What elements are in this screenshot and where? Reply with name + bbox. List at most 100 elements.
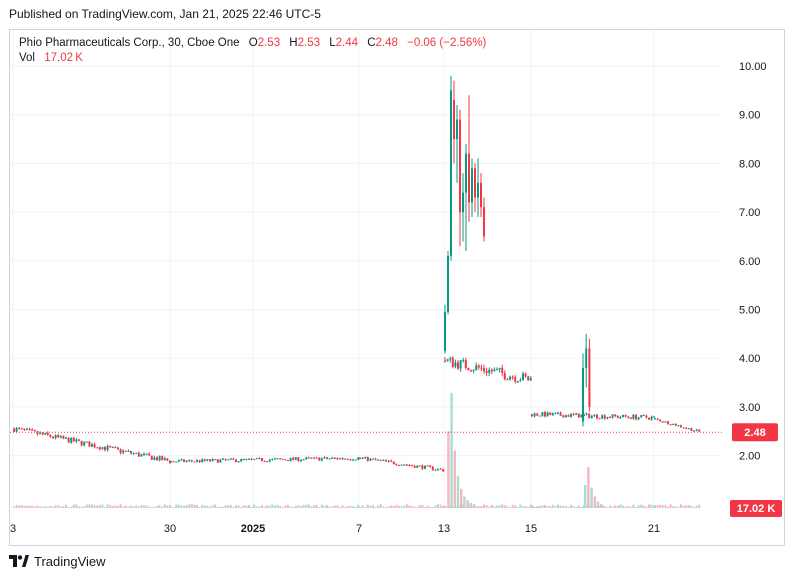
volume-bar bbox=[313, 505, 315, 508]
legend-close-value: 2.48 bbox=[375, 37, 398, 49]
volume-bar bbox=[442, 505, 445, 508]
candle-body bbox=[122, 450, 125, 453]
candle-body bbox=[80, 440, 83, 446]
volume-bar bbox=[519, 504, 522, 508]
candle-body bbox=[496, 369, 498, 371]
volume-spike-bar bbox=[587, 467, 590, 508]
candle-body bbox=[511, 376, 514, 378]
volume-bar bbox=[385, 507, 387, 508]
volume-bar bbox=[640, 504, 643, 508]
volume-bar bbox=[503, 505, 506, 508]
candle-body bbox=[462, 192, 464, 213]
volume-bar bbox=[611, 506, 614, 508]
candle-body bbox=[609, 417, 611, 419]
volume-bar bbox=[538, 505, 541, 508]
volume-bar bbox=[307, 504, 310, 508]
candle-body bbox=[315, 457, 318, 459]
candle-body bbox=[106, 446, 109, 450]
candle-body bbox=[18, 428, 21, 430]
candle-body bbox=[331, 457, 334, 459]
volume-bar bbox=[426, 505, 429, 508]
volume-bar bbox=[88, 504, 91, 508]
x-axis-tick-label: 3 bbox=[10, 523, 16, 535]
volume-bar bbox=[377, 505, 380, 508]
volume-bar bbox=[196, 504, 198, 508]
volume-bar bbox=[667, 506, 669, 508]
volume-bar bbox=[271, 504, 274, 508]
volume-bar bbox=[395, 504, 398, 508]
volume-bar bbox=[175, 504, 178, 508]
candle-body bbox=[175, 461, 178, 463]
candle-body bbox=[54, 435, 57, 438]
candle-body bbox=[145, 453, 148, 455]
volume-bar bbox=[564, 505, 567, 508]
tradingview-logo-icon bbox=[9, 555, 29, 567]
legend-low-value: 2.44 bbox=[335, 37, 358, 49]
candle-body bbox=[266, 461, 269, 463]
x-axis-tick-label: 2025 bbox=[241, 523, 265, 535]
volume-bar bbox=[664, 504, 667, 508]
candle-body bbox=[70, 437, 73, 443]
volume-bar bbox=[369, 505, 372, 508]
candle-body bbox=[509, 376, 511, 380]
candle-body bbox=[457, 362, 459, 369]
candle-body bbox=[23, 428, 26, 430]
volume-bar bbox=[529, 504, 532, 508]
volume-bar bbox=[637, 505, 640, 508]
footer-brand[interactable]: TradingView bbox=[9, 552, 106, 570]
volume-bar bbox=[23, 505, 26, 508]
candlestick-chart[interactable]: 10.00 9.00 8.00 7.00 6.00 5.00 4.00 3.00 2.00 3 30… bbox=[10, 30, 785, 546]
candle-body bbox=[183, 459, 185, 462]
volume-bar bbox=[253, 504, 256, 508]
candle-body bbox=[271, 458, 274, 460]
volume-bar bbox=[284, 505, 287, 508]
volume-bar bbox=[390, 505, 393, 508]
volume-bar bbox=[117, 505, 119, 508]
candle-body bbox=[91, 444, 93, 447]
candle-body bbox=[583, 414, 585, 416]
candle-body bbox=[514, 376, 517, 382]
volume-bar bbox=[216, 507, 219, 508]
candle-body bbox=[59, 435, 62, 438]
chart-pane[interactable]: 10.00 9.00 8.00 7.00 6.00 5.00 4.00 3.00 2.00 3 30… bbox=[9, 29, 785, 546]
candle-body bbox=[62, 435, 65, 439]
volume-bar bbox=[130, 505, 132, 508]
candle-body bbox=[323, 457, 326, 459]
candle-body bbox=[585, 413, 588, 415]
candle-body bbox=[211, 459, 214, 462]
volume-bar bbox=[669, 504, 672, 508]
candle-body bbox=[677, 425, 680, 427]
volume-bar bbox=[516, 507, 519, 508]
candle-body bbox=[531, 414, 533, 417]
candle-body bbox=[421, 465, 424, 469]
volume-bar bbox=[650, 504, 653, 508]
volume-spike-bar bbox=[537, 507, 540, 508]
volume-bar bbox=[326, 504, 328, 508]
volume-spike-bar bbox=[450, 393, 453, 508]
legend-open-label: O bbox=[248, 37, 258, 49]
candle-body bbox=[549, 412, 552, 415]
candle-body bbox=[117, 447, 119, 450]
volume-spike-bar bbox=[453, 450, 456, 508]
x-axis-tick-label: 13 bbox=[438, 523, 450, 535]
volume-bar bbox=[75, 504, 78, 508]
candle-body bbox=[451, 357, 454, 367]
volume-bar bbox=[237, 505, 240, 508]
volume-bar bbox=[54, 505, 57, 508]
candle-body bbox=[622, 414, 624, 418]
candle-body bbox=[541, 412, 544, 416]
legend-close-label: C bbox=[367, 37, 376, 49]
volume-bar bbox=[232, 506, 235, 508]
volume-bar bbox=[209, 506, 211, 508]
candle-body bbox=[242, 458, 245, 460]
candle-body bbox=[143, 453, 145, 455]
candle-body bbox=[104, 447, 106, 450]
y-axis-tick-label: 5.00 bbox=[739, 305, 760, 317]
candle-body bbox=[310, 457, 313, 459]
volume-bar bbox=[580, 507, 583, 508]
volume-bar bbox=[33, 506, 36, 508]
candle-body bbox=[245, 458, 248, 460]
candle-body bbox=[516, 381, 519, 383]
candle-body bbox=[444, 311, 446, 351]
legend-change: −0.06 (−2.56%) bbox=[407, 37, 487, 49]
